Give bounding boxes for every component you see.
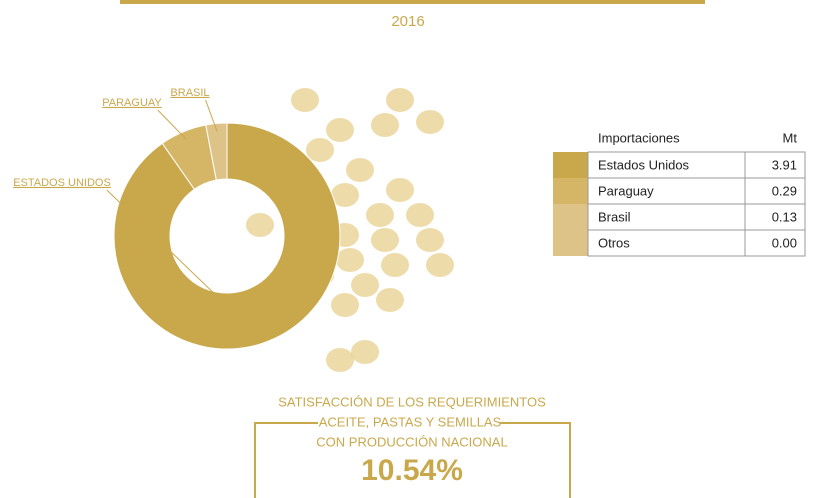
slice-label: BRASIL (170, 87, 209, 99)
slice-label: ESTADOS UNIDOS (13, 177, 111, 189)
table-cell: 0.13 (772, 209, 797, 224)
bean (326, 118, 354, 142)
bean (331, 293, 359, 317)
table-cell: Otros (598, 235, 630, 250)
bean (371, 113, 399, 137)
bean (246, 213, 274, 237)
donut: ESTADOS UNIDOS PARAGUAY BRASIL (13, 87, 341, 350)
bean (406, 203, 434, 227)
bean (346, 158, 374, 182)
slice (205, 122, 228, 181)
table-header: Importaciones (598, 130, 680, 145)
soybeans (246, 88, 454, 372)
table-header: Mt (783, 130, 798, 145)
footer-line: SATISFACCIÓN DE LOS REQUERIMIENTOS (278, 394, 546, 409)
table-cell: 3.91 (772, 157, 797, 172)
table-cell: Estados Unidos (598, 157, 690, 172)
table-cell: 0.29 (772, 183, 797, 198)
bean (291, 88, 319, 112)
bean (386, 178, 414, 202)
bean (336, 248, 364, 272)
footer-value: 10.54% (361, 454, 463, 487)
top-bar (120, 0, 705, 4)
bean (306, 138, 334, 162)
table-cell: Brasil (598, 209, 631, 224)
bean (351, 273, 379, 297)
table: Importaciones Mt Estados Unidos 3.91 Paragua… (553, 130, 806, 257)
footer-frame (254, 422, 571, 498)
table-swatch (553, 204, 588, 230)
bean (326, 348, 354, 372)
table-cell: Paraguay (598, 183, 654, 198)
bean (371, 228, 399, 252)
leader-line (205, 99, 218, 132)
bean (386, 88, 414, 112)
bean (366, 203, 394, 227)
bean (416, 228, 444, 252)
leader-line (106, 189, 259, 337)
table-swatch (553, 152, 588, 178)
table-cell: 0.00 (772, 235, 797, 250)
footer: SATISFACCIÓN DE LOS REQUERIMIENTOS ACEIT… (254, 394, 571, 498)
bean (426, 253, 454, 277)
table-row (587, 229, 806, 257)
leader-line (157, 109, 187, 140)
chart-title: 2016 (391, 13, 424, 30)
bean (381, 253, 409, 277)
footer-line: ACEITE, PASTAS Y SEMILLAS (319, 414, 502, 429)
slice-label: PARAGUAY (102, 97, 162, 109)
footer-line: CON PRODUCCIÓN NACIONAL (316, 434, 507, 449)
bean (416, 110, 444, 134)
table-swatch (553, 178, 588, 204)
bean (331, 183, 359, 207)
bean (376, 288, 404, 312)
bean (351, 340, 379, 364)
table-swatch (553, 230, 588, 256)
